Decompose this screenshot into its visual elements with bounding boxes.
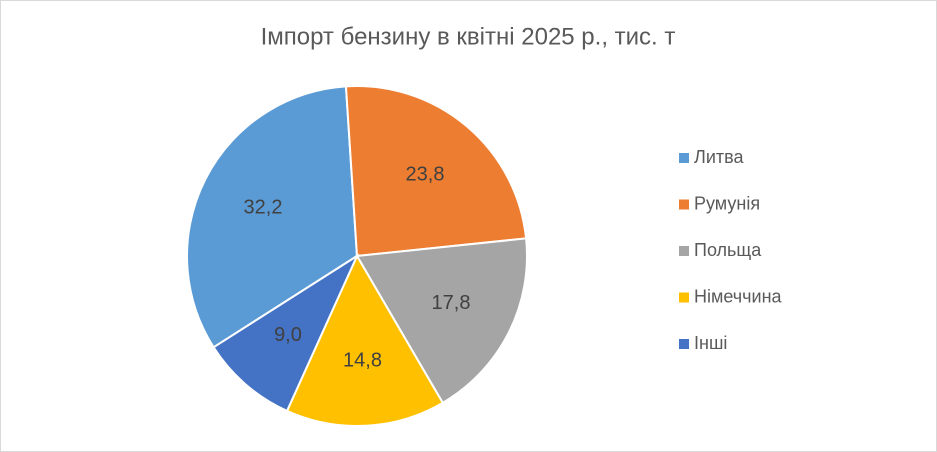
legend-label: Польща xyxy=(694,240,762,260)
pie-slice xyxy=(344,85,528,258)
pie-slice xyxy=(355,237,528,405)
pie-slice xyxy=(285,253,445,427)
data-label: 9,0 xyxy=(274,324,302,346)
legend-label: Румунія xyxy=(694,193,760,213)
chart-title: Імпорт бензину в квітні 2025 р., тис. т xyxy=(261,23,676,50)
legend-label: Литва xyxy=(694,147,744,167)
legend-label: Інші xyxy=(694,333,727,353)
data-label: 32,2 xyxy=(244,197,283,219)
data-label: 17,8 xyxy=(432,292,471,314)
legend-marker xyxy=(679,246,689,256)
data-label: 14,8 xyxy=(343,350,382,372)
legend-marker xyxy=(679,199,689,210)
pie-slice xyxy=(212,253,360,413)
legend-marker xyxy=(679,153,689,163)
legend-label: Німеччина xyxy=(694,286,783,306)
data-label: 23,8 xyxy=(406,164,445,186)
legend-marker xyxy=(679,292,689,303)
legend-marker xyxy=(679,339,689,349)
